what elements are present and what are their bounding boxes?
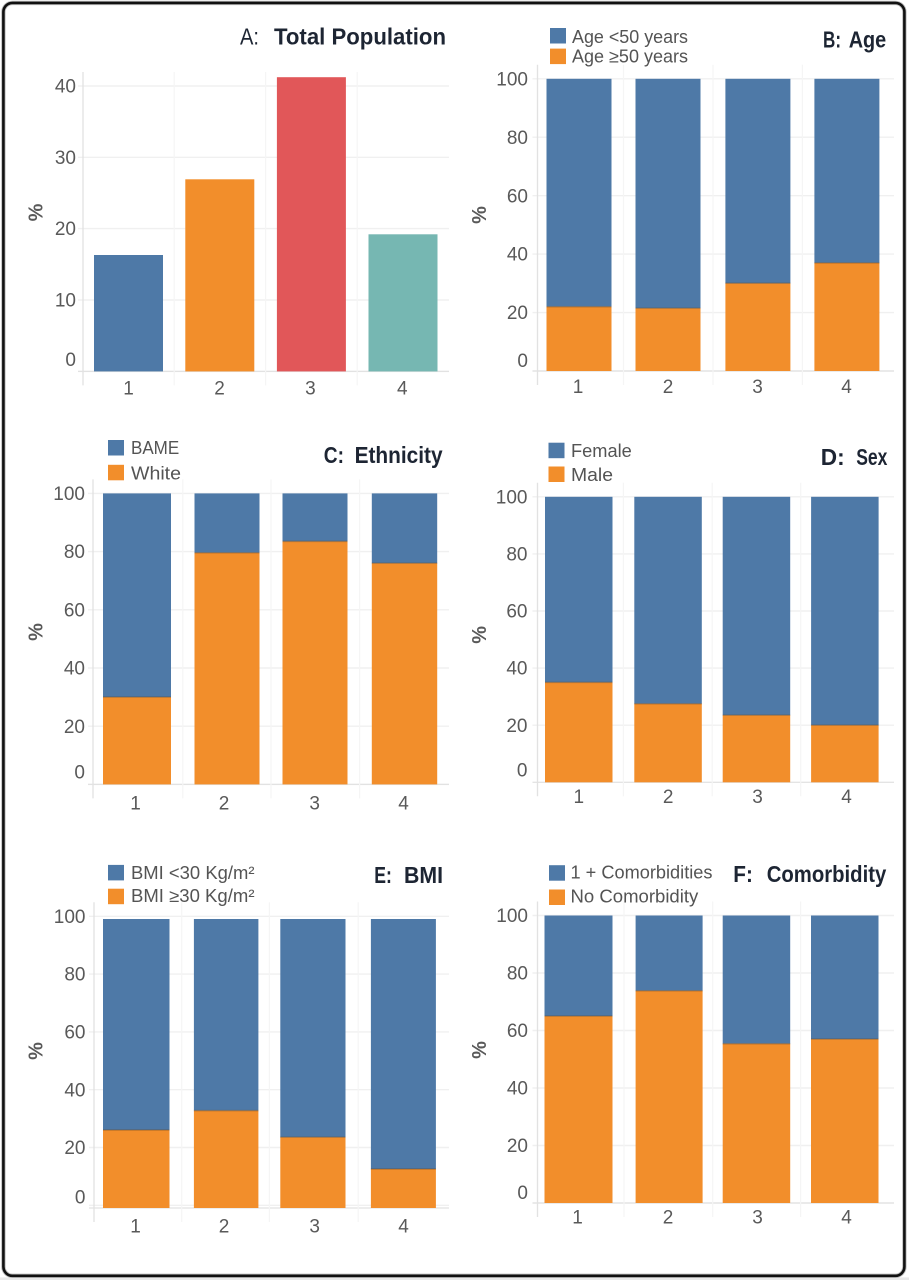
svg-text:60: 60 [506,602,527,623]
svg-text:80: 80 [64,965,85,986]
svg-text:%: % [469,626,491,644]
svg-text:1 + Comorbidities: 1 + Comorbidities [571,863,713,883]
svg-text:2: 2 [663,377,674,398]
svg-text:3: 3 [752,1208,763,1229]
svg-text:20: 20 [64,717,85,738]
svg-text:1: 1 [123,379,134,400]
svg-text:100: 100 [496,906,528,927]
svg-text:4: 4 [398,1217,409,1238]
svg-text:E:: E: [374,862,392,888]
svg-text:Age <50 years: Age <50 years [572,27,688,47]
svg-text:F:: F: [733,861,753,887]
svg-text:100: 100 [496,69,528,90]
svg-text:Female: Female [571,441,632,461]
svg-text:80: 80 [507,964,528,985]
svg-text:2: 2 [663,1208,674,1229]
svg-text:White: White [131,464,181,484]
svg-text:Age: Age [849,27,887,53]
svg-text:0: 0 [517,1183,528,1204]
svg-text:40: 40 [64,659,85,680]
svg-text:60: 60 [64,600,85,621]
svg-text:D:: D: [821,444,845,470]
svg-text:20: 20 [507,1136,528,1157]
svg-text:%: % [26,203,48,221]
svg-text:80: 80 [64,542,85,563]
svg-text:%: % [26,1042,48,1060]
svg-text:Total Population: Total Population [274,24,446,50]
svg-text:1: 1 [130,794,141,815]
svg-text:60: 60 [507,186,528,207]
svg-text:60: 60 [64,1023,85,1044]
svg-text:Sex: Sex [856,444,887,470]
svg-text:4: 4 [841,377,852,398]
svg-text:2: 2 [219,794,230,815]
svg-text:3: 3 [752,377,763,398]
svg-text:A:: A: [240,24,259,50]
svg-text:%: % [26,623,48,641]
svg-text:10: 10 [55,291,76,312]
svg-text:4: 4 [841,787,852,808]
svg-text:Comorbidity: Comorbidity [767,861,887,887]
svg-text:40: 40 [55,77,76,98]
svg-text:40: 40 [64,1080,85,1101]
svg-text:C:: C: [324,442,344,468]
svg-text:40: 40 [507,245,528,266]
svg-text:100: 100 [496,487,528,508]
svg-text:Age ≥50 years: Age ≥50 years [572,46,688,66]
svg-text:0: 0 [65,350,76,371]
svg-text:Ethnicity: Ethnicity [355,442,443,468]
svg-text:3: 3 [752,787,763,808]
svg-text:4: 4 [841,1208,852,1229]
svg-text:20: 20 [64,1138,85,1159]
svg-text:2: 2 [214,379,225,400]
svg-text:1: 1 [574,787,585,808]
svg-text:20: 20 [506,716,527,737]
svg-text:%: % [469,1041,491,1059]
svg-text:3: 3 [309,794,320,815]
svg-text:2: 2 [663,787,674,808]
svg-text:BAME: BAME [131,438,179,458]
svg-text:20: 20 [507,303,528,324]
svg-text:30: 30 [55,148,76,169]
svg-text:2: 2 [219,1217,230,1238]
svg-text:0: 0 [75,1188,86,1209]
svg-text:80: 80 [507,128,528,149]
svg-text:BMI ≥30 Kg/m²: BMI ≥30 Kg/m² [131,886,255,906]
svg-text:Male: Male [571,465,613,485]
svg-text:0: 0 [517,351,528,372]
svg-text:No Comorbidity: No Comorbidity [571,887,699,907]
svg-text:3: 3 [309,1217,320,1238]
svg-text:B:: B: [823,27,841,53]
svg-text:1: 1 [573,377,584,398]
svg-text:100: 100 [53,484,85,505]
svg-text:4: 4 [397,379,408,400]
svg-text:1: 1 [572,1208,583,1229]
svg-text:60: 60 [507,1021,528,1042]
svg-text:BMI <30 Kg/m²: BMI <30 Kg/m² [131,863,255,883]
svg-text:0: 0 [517,761,528,782]
svg-text:%: % [469,206,491,224]
svg-text:4: 4 [398,794,409,815]
svg-text:0: 0 [74,763,85,784]
svg-text:20: 20 [55,219,76,240]
svg-text:3: 3 [305,379,316,400]
svg-text:80: 80 [506,545,527,566]
svg-text:1: 1 [130,1217,141,1238]
svg-text:100: 100 [54,907,86,928]
svg-text:40: 40 [507,1079,528,1100]
svg-text:40: 40 [506,659,527,680]
svg-text:BMI: BMI [404,862,443,888]
